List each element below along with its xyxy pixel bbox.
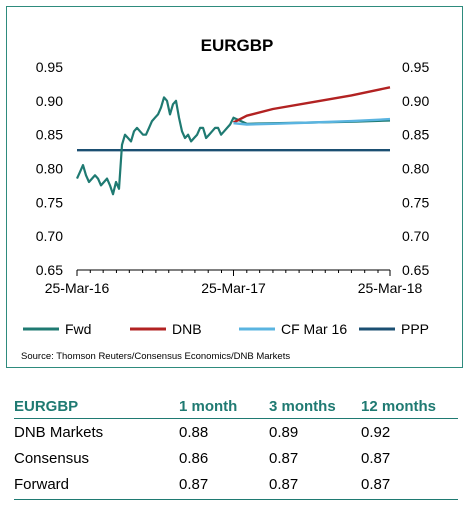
legend-label-fwd: Fwd <box>65 321 91 337</box>
row-label: Forward <box>14 471 179 500</box>
y-tick-label-left: 0.80 <box>36 161 63 177</box>
forecast-table: EURGBP 1 month 3 months 12 months DNB Ma… <box>14 396 458 500</box>
y-tick-label-left: 0.85 <box>36 127 63 143</box>
cell-value: 0.87 <box>269 450 299 467</box>
y-tick-label-right: 0.70 <box>402 228 429 244</box>
chart-panel: EURGBP 25-Mar-16 25-Mar-17 25-Mar-18 0.65 0.… <box>6 6 463 368</box>
row-label: Consensus <box>14 450 90 467</box>
y-tick-label-right: 0.80 <box>402 161 429 177</box>
y-tick-label-right: 0.90 <box>402 93 429 109</box>
cell-value: 0.87 <box>361 471 458 500</box>
table-header-row: EURGBP 1 month 3 months 12 months <box>14 396 458 419</box>
y-tick-label-left: 0.95 <box>36 59 63 75</box>
x-tick-label: 25-Mar-17 <box>201 280 266 296</box>
table-row: Consensus 0.86 0.87 0.87 <box>14 445 458 471</box>
chart-title: EURGBP <box>201 36 274 55</box>
cell-value: 0.87 <box>269 471 361 500</box>
y-tick-label-right: 0.75 <box>402 194 429 210</box>
table-header-3m: 3 months <box>269 396 361 419</box>
eurgbp-chart: EURGBP 25-Mar-16 25-Mar-17 25-Mar-18 0.65 0.… <box>21 36 429 362</box>
y-tick-label-right: 0.95 <box>402 59 429 75</box>
chart-source: Source: Thomson Reuters/Consensus Econom… <box>21 351 290 362</box>
legend-label-ppp: PPP <box>401 321 429 337</box>
row-label: DNB Markets <box>14 424 104 441</box>
cell-value: 0.88 <box>179 424 209 441</box>
y-tick-label-left: 0.75 <box>36 194 63 210</box>
y-tick-label-right: 0.65 <box>402 262 429 278</box>
table-header-pair: EURGBP <box>14 396 179 419</box>
series-line-dnb <box>232 86 391 124</box>
series-line-fwd <box>75 96 391 196</box>
cell-value: 0.89 <box>269 424 299 441</box>
y-tick-label-right: 0.85 <box>402 127 429 143</box>
x-tick-label: 25-Mar-16 <box>45 280 110 296</box>
legend-label-cf-mar-16: CF Mar 16 <box>281 321 347 337</box>
table-header-1m: 1 month <box>179 396 269 419</box>
cell-value: 0.87 <box>361 450 391 467</box>
cell-value: 0.87 <box>179 471 269 500</box>
series-line-cf-mar-16 <box>233 117 391 126</box>
x-tick-label: 25-Mar-18 <box>358 280 423 296</box>
legend-label-dnb: DNB <box>172 321 202 337</box>
table-row: Forward 0.87 0.87 0.87 <box>14 471 458 500</box>
cell-value: 0.86 <box>179 450 209 467</box>
y-tick-label-left: 0.70 <box>36 228 63 244</box>
cell-value: 0.92 <box>361 424 391 441</box>
table-header-12m: 12 months <box>361 396 458 419</box>
table-row: DNB Markets 0.88 0.89 0.92 <box>14 419 458 446</box>
y-tick-label-left: 0.65 <box>36 262 63 278</box>
y-tick-label-left: 0.90 <box>36 93 63 109</box>
